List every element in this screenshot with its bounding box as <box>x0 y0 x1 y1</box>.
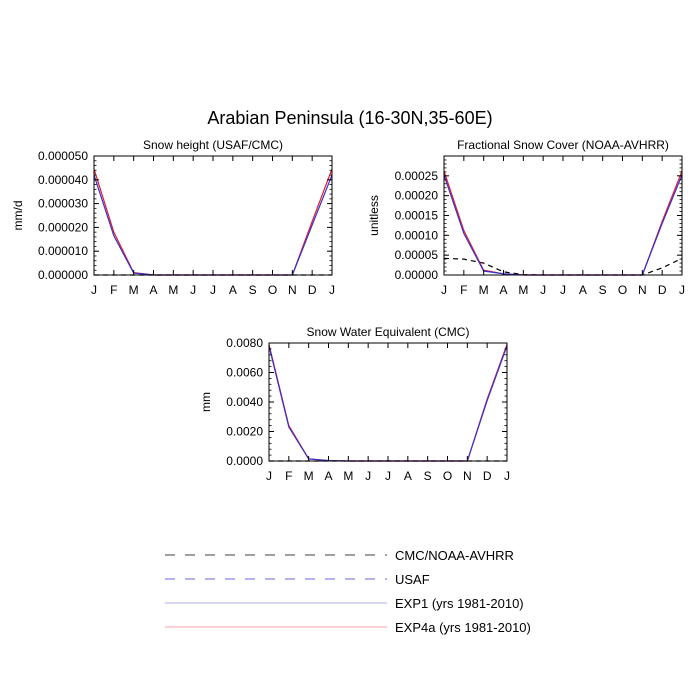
y-tick-label: 0.000050 <box>38 149 88 163</box>
y-tick-label: 0.00020 <box>395 189 439 203</box>
legend-label-1: CMC/NOAA-AVHRR <box>395 548 514 563</box>
x-tick-label: S <box>599 283 607 297</box>
x-tick-label: J <box>329 283 335 297</box>
x-tick-label: J <box>441 283 447 297</box>
x-tick-label: D <box>483 469 492 483</box>
x-tick-label: J <box>210 283 216 297</box>
y-tick-label: 0.0000 <box>226 454 263 468</box>
x-tick-label: A <box>404 469 412 483</box>
y-tick-label: 0.00005 <box>395 248 439 262</box>
x-tick-label: J <box>504 469 510 483</box>
x-tick-label: F <box>460 283 467 297</box>
x-tick-label: J <box>679 283 685 297</box>
y-tick-label: 0.0040 <box>226 395 263 409</box>
x-tick-label: N <box>288 283 297 297</box>
y-tick-label: 0.0060 <box>226 366 263 380</box>
legend-label-4: EXP4a (yrs 1981-2010) <box>395 620 531 635</box>
y-tick-label: 0.000000 <box>38 268 88 282</box>
x-tick-label: J <box>190 283 196 297</box>
y-tick-label: 0.000040 <box>38 173 88 187</box>
x-tick-label: S <box>424 469 432 483</box>
x-tick-label: N <box>463 469 472 483</box>
y-tick-label: 0.000030 <box>38 197 88 211</box>
y-tick-label: 0.000010 <box>38 244 88 258</box>
y-tick-label: 0.00015 <box>395 209 439 223</box>
x-tick-label: J <box>365 469 371 483</box>
panel-2: Fractional Snow Cover (NOAA-AVHRR) unitle… <box>367 138 685 297</box>
x-tick-label: M <box>479 283 489 297</box>
panel-3: Snow Water Equivalent (CMC) mm 0.0000 0.002… <box>199 325 510 483</box>
y-axis-label: mm/d <box>11 201 25 231</box>
x-tick-label: A <box>149 283 157 297</box>
panels: Snow height (USAF/CMC) mm/d 0.000000 0.0000… <box>11 138 685 483</box>
x-tick-label: J <box>385 469 391 483</box>
panel-title: Fractional Snow Cover (NOAA-AVHRR) <box>457 138 669 152</box>
x-tick-label: F <box>110 283 117 297</box>
y-tick-label: 0.00000 <box>395 268 439 282</box>
x-tick-label: A <box>579 283 587 297</box>
legend-label-2: USAF <box>395 572 430 587</box>
x-tick-label: M <box>168 283 178 297</box>
legend-label-3: EXP1 (yrs 1981-2010) <box>395 596 524 611</box>
y-axis-label: mm <box>199 392 213 412</box>
panel-1: Snow height (USAF/CMC) mm/d 0.000000 0.0000… <box>11 138 335 297</box>
x-tick-label: D <box>308 283 317 297</box>
legend: CMC/NOAA-AVHRR USAF EXP1 (yrs 1981-2010) EX… <box>165 548 531 635</box>
x-tick-label: J <box>540 283 546 297</box>
panel-title: Snow height (USAF/CMC) <box>143 138 283 152</box>
x-tick-label: A <box>499 283 507 297</box>
x-tick-label: O <box>618 283 627 297</box>
main-title: Arabian Peninsula (16-30N,35-60E) <box>207 108 492 128</box>
panel-title: Snow Water Equivalent (CMC) <box>307 325 470 339</box>
x-tick-label: A <box>324 469 332 483</box>
y-tick-label: 0.000020 <box>38 220 88 234</box>
x-tick-label: M <box>304 469 314 483</box>
y-tick-label: 0.00025 <box>395 169 439 183</box>
x-tick-label: M <box>343 469 353 483</box>
x-tick-label: J <box>560 283 566 297</box>
x-tick-label: M <box>518 283 528 297</box>
x-tick-label: D <box>658 283 667 297</box>
y-tick-label: 0.00010 <box>395 228 439 242</box>
x-tick-label: O <box>443 469 452 483</box>
x-tick-label: J <box>266 469 272 483</box>
x-tick-label: A <box>229 283 237 297</box>
x-tick-label: S <box>249 283 257 297</box>
y-tick-label: 0.0080 <box>226 336 263 350</box>
x-tick-label: F <box>285 469 292 483</box>
y-tick-label: 0.0020 <box>226 425 263 439</box>
y-axis-label: unitless <box>367 195 381 236</box>
x-tick-label: M <box>129 283 139 297</box>
x-tick-label: O <box>268 283 277 297</box>
x-tick-label: J <box>91 283 97 297</box>
x-tick-label: N <box>638 283 647 297</box>
